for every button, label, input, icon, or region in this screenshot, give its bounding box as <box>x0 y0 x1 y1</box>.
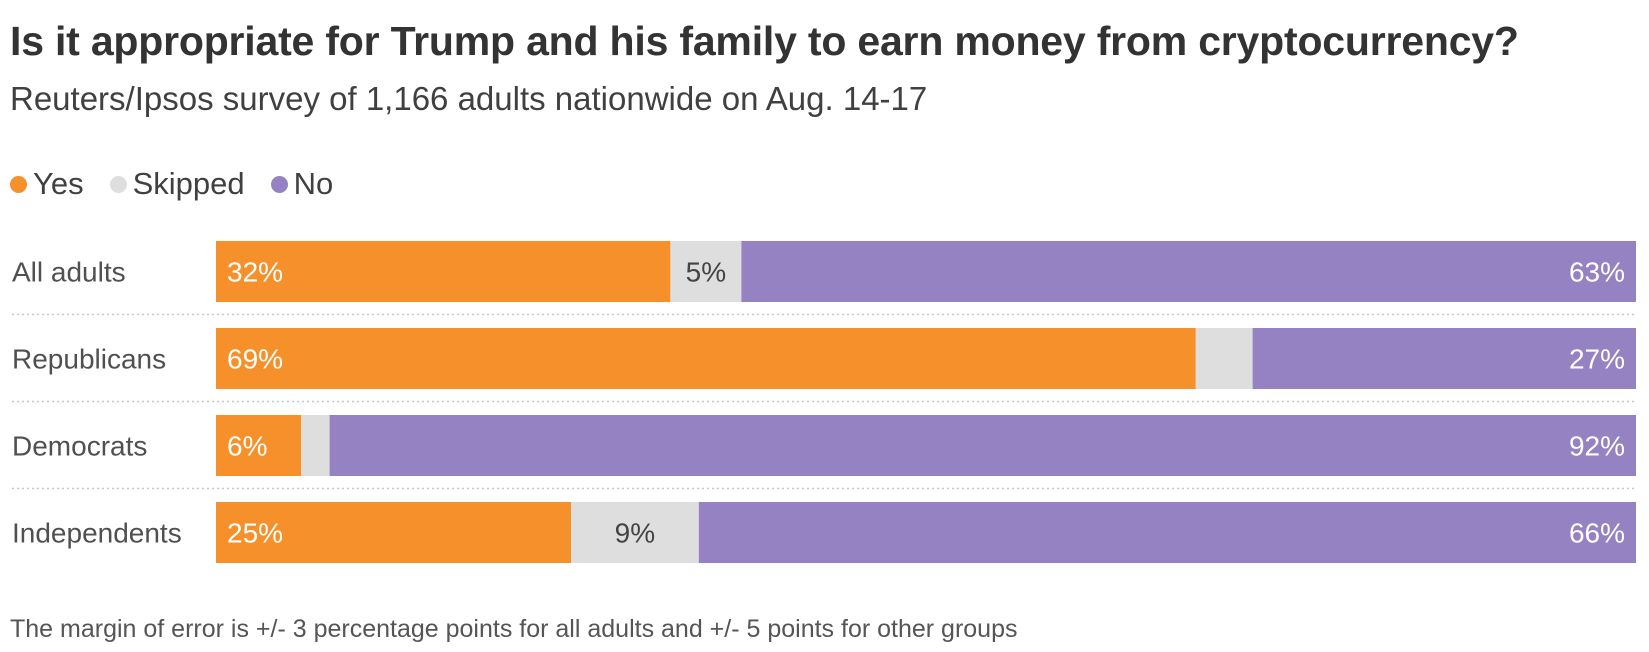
bar-yes-all-adults <box>216 241 671 302</box>
data-label-skipped-all-adults: 5% <box>686 257 726 288</box>
data-label-skipped-independents: 9% <box>615 518 655 549</box>
category-label-all-adults: All adults <box>12 257 126 288</box>
bar-yes-republicans <box>216 328 1196 389</box>
bar-skipped-independents <box>571 502 699 563</box>
chart-title: Is it appropriate for Trump and his fami… <box>10 18 1519 64</box>
data-label-yes-republicans: 69% <box>227 344 283 375</box>
data-label-no-all-adults: 63% <box>1569 257 1625 288</box>
bar-skipped-republicans <box>1195 328 1253 389</box>
data-label-yes-all-adults: 32% <box>227 257 283 288</box>
data-label-no-independents: 66% <box>1569 518 1625 549</box>
category-label-independents: Independents <box>12 518 182 549</box>
bar-yes-democrats <box>216 415 302 476</box>
category-label-democrats: Democrats <box>12 431 147 462</box>
footnote: The margin of error is +/- 3 percentage … <box>10 615 1018 643</box>
stacked-bar-chart: All adults 32% 5% 63% Republicans 69% 27% Democ… <box>12 241 1637 563</box>
bar-skipped-all-adults <box>670 241 742 302</box>
bar-no-republicans <box>1252 328 1636 389</box>
data-label-no-democrats: 92% <box>1569 431 1625 462</box>
legend-label-no: No <box>293 166 334 201</box>
legend: Yes Skipped No <box>10 166 359 202</box>
bar-no-all-adults <box>741 241 1636 302</box>
bar-no-democrats <box>329 415 1637 476</box>
bar-no-independents <box>698 502 1636 563</box>
legend-item-no: No <box>270 166 334 202</box>
legend-swatch-skipped <box>109 175 127 193</box>
bar-skipped-democrats <box>301 415 330 476</box>
data-label-yes-independents: 25% <box>227 518 283 549</box>
legend-label-yes: Yes <box>33 166 84 201</box>
legend-swatch-yes <box>10 175 27 193</box>
chart-subtitle: Reuters/Ipsos survey of 1,166 adults nat… <box>10 80 928 117</box>
data-label-no-republicans: 27% <box>1569 344 1625 375</box>
legend-label-skipped: Skipped <box>132 166 245 201</box>
legend-item-skipped: Skipped <box>109 166 245 202</box>
legend-swatch-no <box>270 175 288 193</box>
category-label-republicans: Republicans <box>12 344 166 375</box>
bar-yes-independents <box>216 502 571 563</box>
legend-item-yes: Yes <box>10 166 84 202</box>
data-label-yes-democrats: 6% <box>227 431 267 462</box>
